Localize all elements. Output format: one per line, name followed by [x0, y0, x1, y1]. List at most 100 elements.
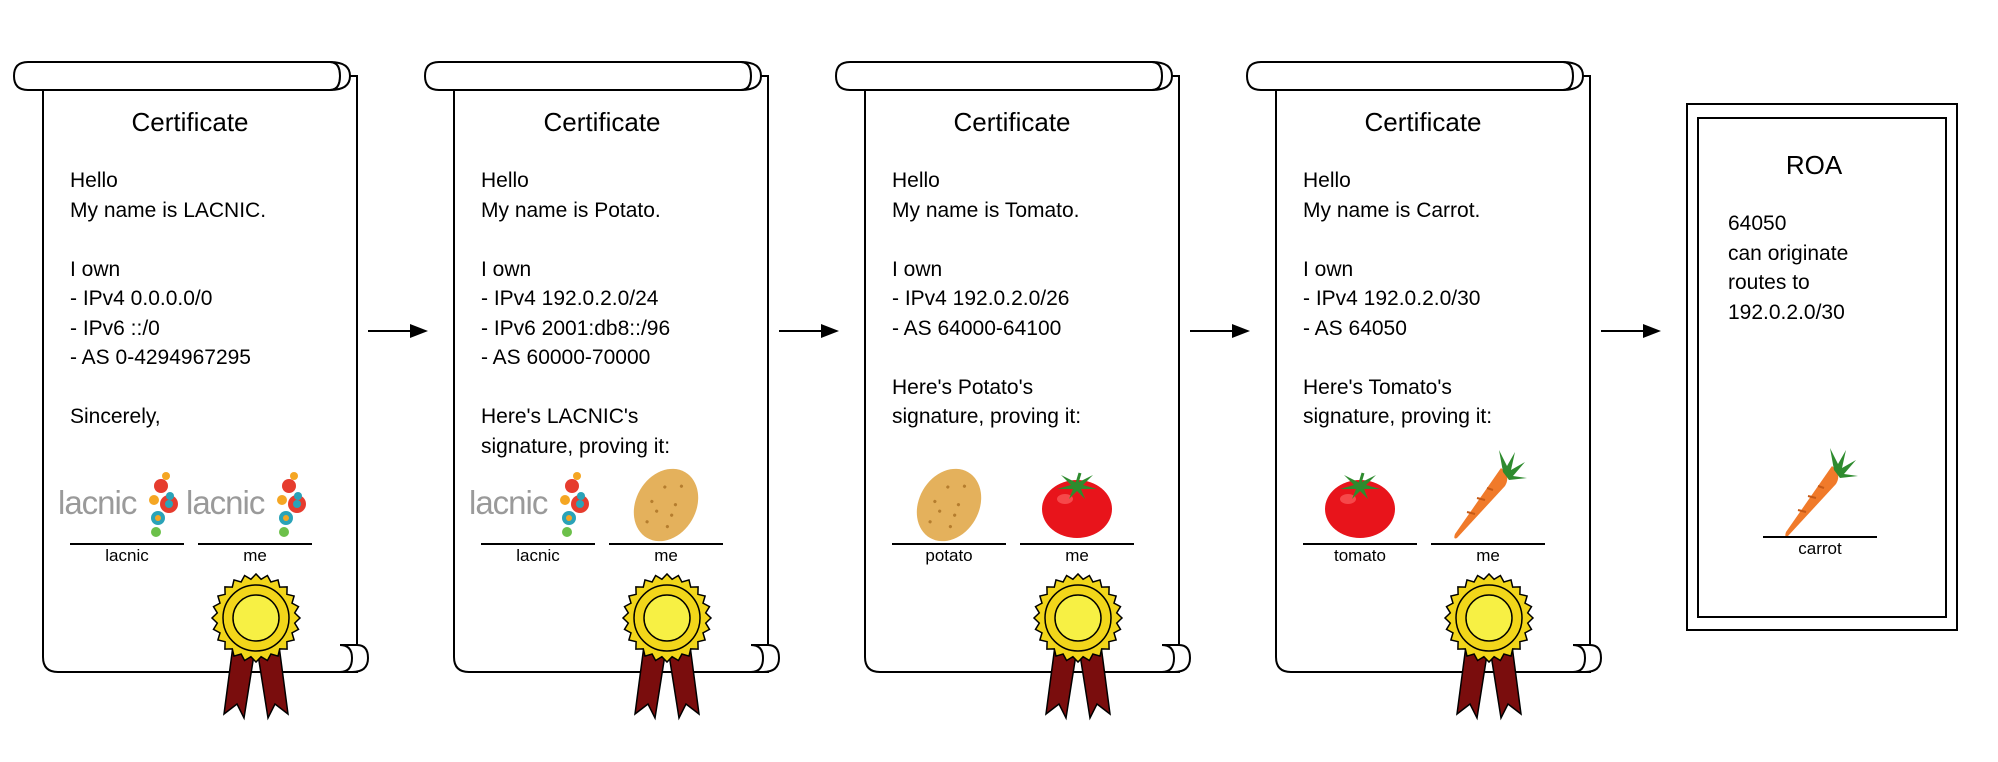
potato-spot [948, 524, 952, 529]
lacnic-logo: lacnic [469, 472, 589, 537]
lacnic-logo-dot [277, 495, 287, 505]
arrow-head [1643, 324, 1661, 338]
tomato-icon [1325, 472, 1395, 538]
potato-spot [679, 484, 684, 488]
certificate-title: Certificate [131, 107, 249, 137]
potato-spot [645, 520, 649, 524]
certificate-body: Hello My name is Carrot. I own - IPv4 19… [1303, 169, 1493, 428]
scroll-top-end [740, 61, 763, 91]
carrot-root [1454, 468, 1508, 539]
arrow-right-icon [368, 324, 428, 338]
tomato-body [1325, 480, 1395, 538]
scroll-curl [750, 644, 781, 673]
scroll-curl [339, 644, 370, 673]
award-ribbon-icon [621, 572, 713, 721]
roa-body: 64050 can originate routes to 192.0.2.0/… [1728, 212, 1849, 324]
signature-caption: carrot [1798, 539, 1842, 558]
lacnic-logo-text: lacnic [186, 484, 265, 521]
certificate-title: Certificate [953, 107, 1071, 137]
certificate-body: Hello My name is Tomato. I own - IPv4 19… [892, 169, 1082, 428]
scroll-curl [1572, 644, 1603, 673]
seal-inner-disc [1054, 594, 1102, 642]
tomato-highlight [1340, 494, 1356, 504]
roa-inner-frame [1697, 117, 1947, 618]
award-ribbon-icon [210, 572, 302, 721]
scroll-top-band [1245, 61, 1575, 91]
lacnic-logo-dot [283, 515, 289, 521]
certificate-body: Hello My name is Potato. I own - IPv4 19… [481, 169, 671, 458]
lacnic-logo-dot [573, 472, 581, 480]
lacnic-logo-dot [560, 495, 570, 505]
carrot-lines [1797, 485, 1825, 513]
lacnic-logo: lacnic [58, 472, 178, 537]
potato-spot [938, 509, 942, 513]
signature-caption: lacnic [105, 546, 149, 565]
lacnic-logo-dot [293, 500, 301, 508]
scroll-top-band [423, 61, 753, 91]
lacnic-logo-dot [149, 495, 159, 505]
signature-caption: me [1065, 546, 1089, 565]
tomato-icon [1042, 472, 1112, 538]
lacnic-logo: lacnic [186, 472, 306, 537]
lacnic-logo-text: lacnic [58, 484, 137, 521]
tomato-stem [1075, 472, 1082, 484]
carrot-icon [1785, 448, 1858, 537]
certificate-title: Certificate [543, 107, 661, 137]
potato-spot [665, 524, 669, 529]
signature-caption: tomato [1334, 546, 1386, 565]
arrow-head [821, 324, 839, 338]
lacnic-logo-dot [576, 500, 584, 508]
lacnic-logo-dot [165, 500, 173, 508]
scroll-top-end [329, 61, 352, 91]
scroll-top-end [1151, 61, 1174, 91]
potato-spot [953, 513, 957, 517]
potato-spot [663, 485, 667, 489]
award-ribbon-icon [1032, 572, 1124, 721]
tomato-stem [1358, 472, 1365, 484]
lacnic-logo-dot [282, 479, 296, 493]
carrot-lines [1466, 487, 1494, 515]
signature-caption: potato [925, 546, 973, 565]
signature-caption: lacnic [516, 546, 560, 565]
potato-spot [928, 520, 932, 524]
potato-spot [933, 499, 937, 504]
lacnic-logo-dot [565, 479, 579, 493]
arrow-right-icon [1190, 324, 1250, 338]
tomato-leaves [1340, 475, 1380, 499]
carrot-root [1785, 466, 1839, 537]
lacnic-logo-dot [577, 492, 585, 500]
lacnic-logo-dot [294, 492, 302, 500]
scroll-top-band [834, 61, 1164, 91]
certificate-title: Certificate [1364, 107, 1482, 137]
carrot-leaves [1830, 448, 1858, 478]
certificate-scroll [12, 61, 370, 673]
certificate-body: Hello My name is LACNIC. I own - IPv4 0.… [70, 169, 267, 428]
lacnic-logo-dot [290, 472, 298, 480]
potato-spot [650, 499, 654, 504]
lacnic-logo-dot [566, 515, 572, 521]
signature-caption: me [1476, 546, 1500, 565]
arrow-right-icon [1601, 324, 1661, 338]
arrow-right-icon [779, 324, 839, 338]
carrot-icon [1454, 450, 1527, 539]
signature-caption: me [654, 546, 678, 565]
potato-spot [673, 503, 678, 507]
potato-spot [962, 484, 967, 488]
lacnic-logo-dot [151, 527, 161, 537]
tomato-highlight [1057, 494, 1073, 504]
scroll-top-band [12, 61, 342, 91]
tomato-body [1042, 480, 1112, 538]
arrow-head [410, 324, 428, 338]
seal-inner-disc [232, 594, 280, 642]
lacnic-logo-dot [155, 515, 161, 521]
lacnic-logo-dot [166, 492, 174, 500]
potato-spot [946, 485, 950, 489]
roa-outer-frame [1686, 103, 1958, 631]
potato-icon [633, 468, 699, 542]
potato-spot [956, 503, 961, 507]
scroll-top-end [1562, 61, 1585, 91]
potato-spot [670, 513, 674, 517]
scroll-body [42, 75, 358, 673]
